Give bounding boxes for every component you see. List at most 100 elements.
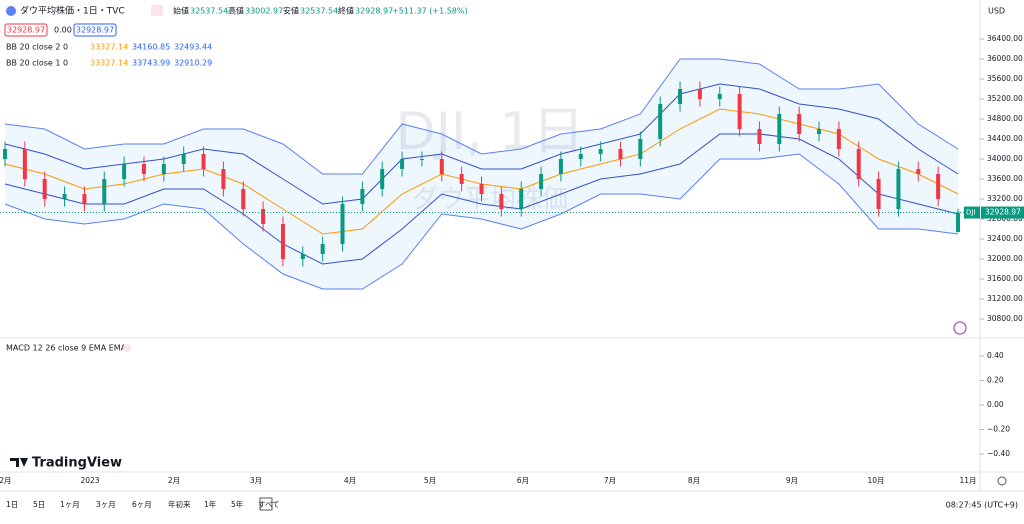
y-tick-label: −0.20 [987, 425, 1010, 434]
x-tick-label: 7月 [604, 476, 616, 485]
ask-box[interactable] [73, 23, 117, 37]
candle-body [201, 154, 206, 169]
candle-body [62, 194, 67, 199]
candle-body [797, 114, 802, 134]
candle-body [737, 94, 742, 129]
candle-body [678, 89, 683, 104]
candle-body [499, 194, 504, 209]
close-label: 終値 [338, 6, 354, 16]
candle-body [519, 189, 524, 209]
logo-text[interactable]: TradingView [32, 456, 122, 471]
y-tick-label: 31600.00 [987, 274, 1023, 283]
indicator-name[interactable]: BB 20 close 1 0 [6, 59, 68, 68]
candle-body [836, 129, 841, 149]
range-button[interactable]: 1ヶ月 [60, 500, 80, 509]
range-button[interactable]: 年初来 [168, 499, 191, 509]
candle-body [558, 159, 563, 174]
candle-body [539, 174, 544, 189]
macd-name[interactable]: MACD 12 26 close 9 EMA EMA [6, 344, 127, 353]
y-tick-label: 32000.00 [987, 254, 1023, 263]
currency[interactable]: USD [988, 7, 1005, 16]
candle-body [598, 149, 603, 154]
logo-mark [10, 458, 28, 467]
range-button[interactable]: 1年 [204, 499, 217, 509]
date-picker[interactable] [259, 497, 273, 511]
candle-body [876, 179, 881, 209]
candle-body [360, 189, 365, 204]
candle-body [956, 212, 960, 233]
candle-body [459, 174, 464, 184]
settings-icon[interactable] [997, 476, 1007, 486]
y-tick-label: 33200.00 [987, 194, 1023, 203]
y-tick-label: 32400.00 [987, 234, 1023, 243]
x-tick-label: 2月 [168, 476, 180, 485]
symbol-icon [6, 6, 16, 16]
range-button[interactable]: すべて [258, 500, 280, 509]
y-tick-label: 0.00 [987, 400, 1004, 409]
x-tick-label: 4月 [344, 476, 356, 485]
x-tick-label: 5月 [424, 476, 436, 485]
low-label: 安値 [283, 6, 299, 16]
bid-box[interactable] [4, 23, 48, 37]
macd-warning[interactable] [123, 344, 131, 352]
symbol-name[interactable]: ダウ平均株価・1日・TVC [20, 5, 125, 17]
x-tick-label: 12月 [0, 476, 12, 485]
candle-body [777, 114, 782, 144]
range-button[interactable]: 5日 [33, 500, 45, 509]
event-icon[interactable] [953, 321, 967, 335]
x-tick-label: 10月 [867, 476, 884, 485]
range-button[interactable]: 3ヶ月 [96, 500, 116, 509]
range-button[interactable]: 5年 [231, 499, 244, 509]
y-tick-label: 35600.00 [987, 74, 1023, 83]
candle-body [3, 149, 7, 159]
indicator-value: 33743.99 [132, 59, 170, 68]
y-tick-label: 0.20 [987, 375, 1004, 384]
candle-body [697, 89, 702, 99]
indicator-value: 33327.14 [90, 59, 128, 68]
candle-body [161, 164, 166, 174]
x-tick-label: 11月 [959, 476, 976, 485]
y-tick-label: 34400.00 [987, 134, 1023, 143]
candle-body [817, 129, 822, 134]
range-button[interactable]: 6ヶ月 [132, 500, 152, 509]
candle-body [439, 159, 444, 174]
x-tick-label: 6月 [517, 476, 529, 485]
candle-body [82, 194, 87, 204]
candle-body [42, 179, 47, 199]
candle-body [658, 104, 663, 139]
candle-body [618, 149, 623, 159]
ask-value: 32928.97 [76, 26, 114, 35]
candle-body [638, 139, 643, 159]
symbol-tag: DJI [966, 209, 976, 217]
y-tick-label: 31200.00 [987, 294, 1023, 303]
bid-value: 32928.97 [7, 26, 45, 35]
y-tick-label: 34000.00 [987, 154, 1023, 163]
indicator-value: 32910.29 [174, 59, 212, 68]
y-tick-label: 0.40 [987, 351, 1004, 360]
candle-body [340, 204, 345, 244]
indicator-value: 33327.14 [90, 43, 128, 52]
flag-button[interactable] [151, 5, 163, 16]
candle-body [300, 254, 305, 259]
y-tick-label: 34800.00 [987, 114, 1023, 123]
candle-body [717, 94, 722, 99]
y-tick-label: 30800.00 [987, 314, 1023, 323]
open-label: 始値 [173, 6, 189, 16]
watermark-subtitle: ダウ平均株価 [412, 185, 568, 215]
y-tick-label: 33600.00 [987, 174, 1023, 183]
x-tick-label: 8月 [688, 476, 700, 485]
y-tick-label: 35200.00 [987, 94, 1023, 103]
range-button[interactable]: 1日 [6, 500, 18, 509]
candle-body [400, 159, 405, 169]
indicator-name[interactable]: BB 20 close 2 0 [6, 43, 68, 52]
spread-value: 0.00 [54, 26, 72, 35]
candle-body [419, 159, 424, 160]
band-fill [5, 59, 958, 289]
candle-body [916, 169, 921, 174]
band-line [4, 58, 959, 175]
candle-body [141, 164, 146, 174]
high-value: 33002.97 [245, 7, 283, 16]
